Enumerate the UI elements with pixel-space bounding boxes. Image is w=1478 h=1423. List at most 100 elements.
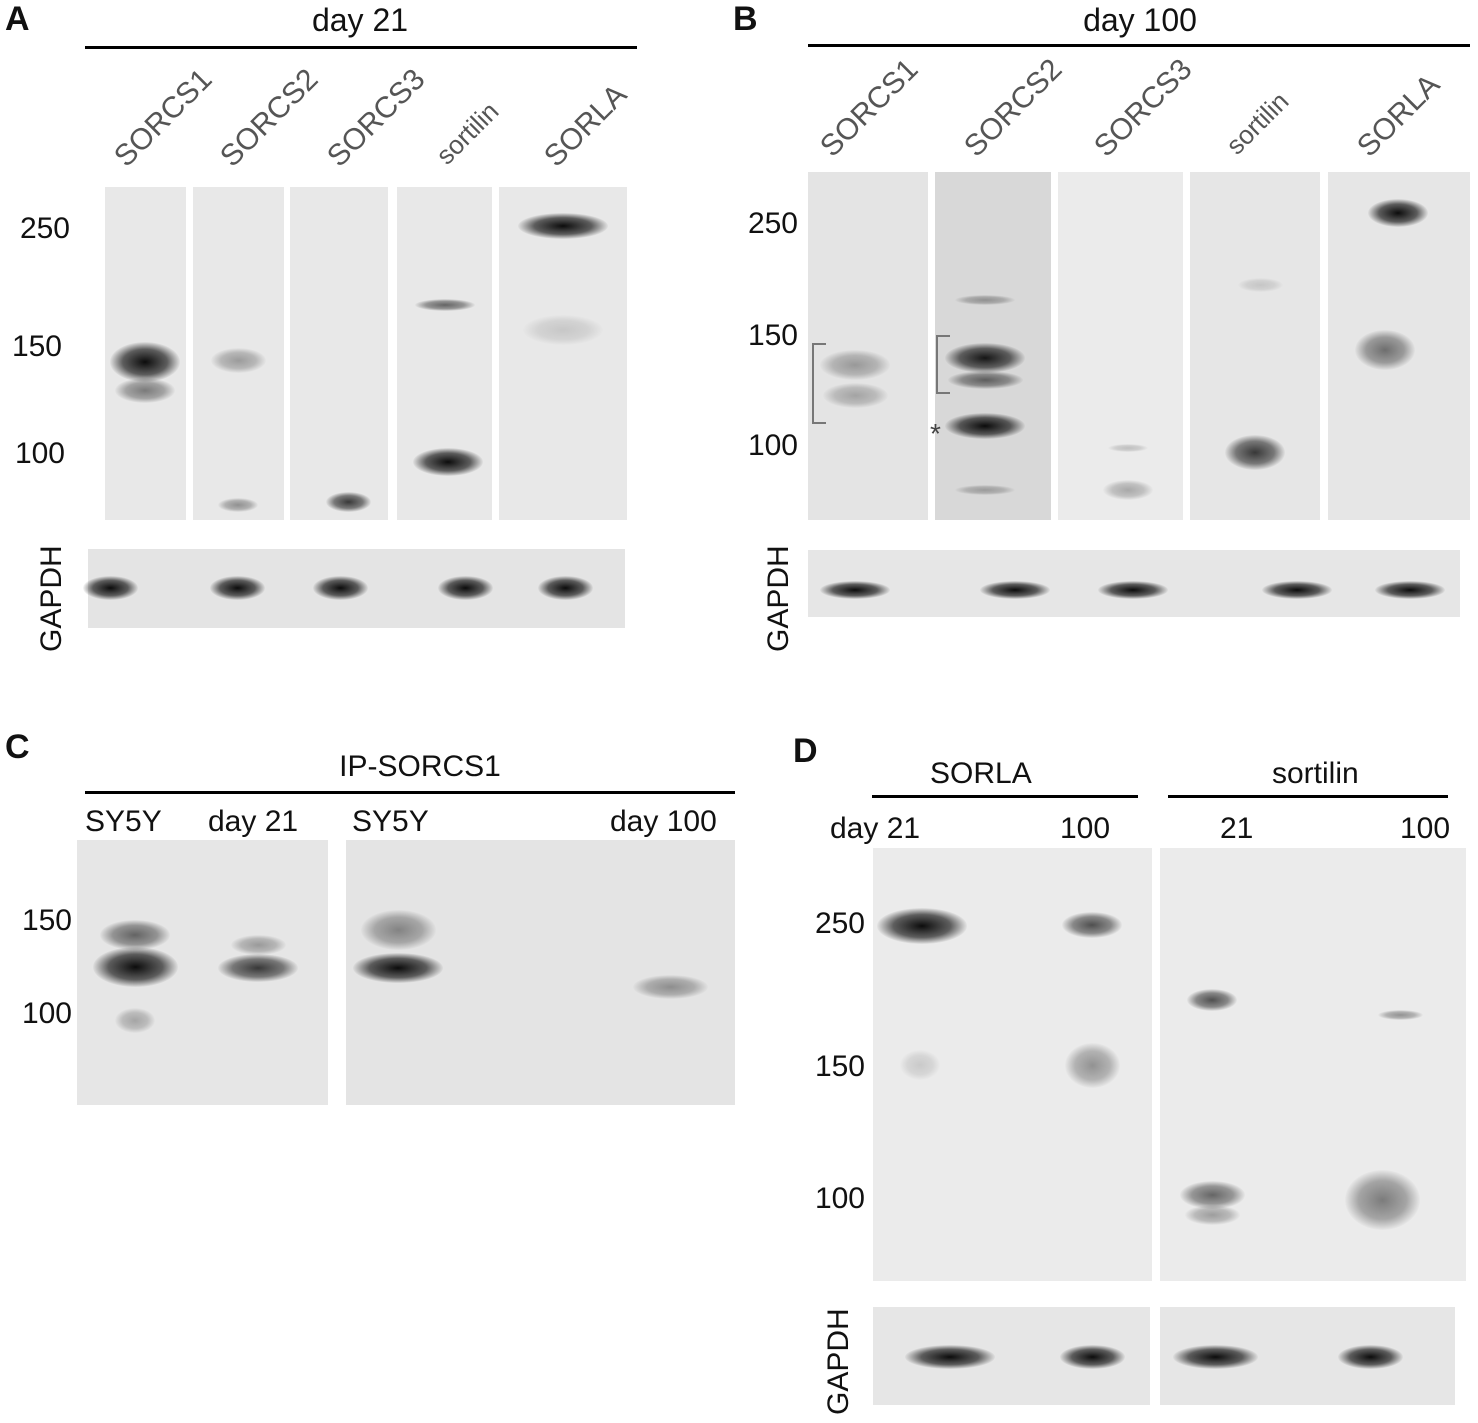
lane-label: 100	[1400, 812, 1451, 845]
mw-marker: 150	[11, 330, 62, 363]
protein-band	[413, 448, 483, 476]
protein-band	[955, 485, 1015, 495]
protein-band	[325, 492, 371, 512]
protein-band	[1098, 581, 1168, 599]
lane-label: SY5Y	[352, 805, 429, 838]
protein-band	[115, 1007, 155, 1033]
protein-band	[360, 910, 436, 950]
protein-band	[437, 576, 493, 600]
lane-label: day 100	[610, 805, 717, 838]
mw-marker: 150	[747, 319, 798, 352]
gapdh-label: GAPDH	[822, 1308, 855, 1415]
mw-marker: 250	[19, 212, 70, 245]
protein-band	[1368, 199, 1428, 227]
protein-band	[1059, 1345, 1125, 1369]
group-line	[1168, 795, 1448, 798]
protein-band	[92, 947, 178, 987]
protein-band	[820, 581, 890, 599]
protein-band	[955, 295, 1015, 305]
lane-label: sortilin	[1220, 85, 1295, 161]
panel-b-line	[808, 44, 1470, 47]
protein-band	[945, 413, 1025, 439]
blot-image	[1058, 172, 1183, 520]
mw-marker: 250	[814, 907, 865, 940]
panel-d-label: D	[793, 732, 818, 770]
panel-a-title: day 21	[311, 2, 409, 38]
protein-band	[1377, 1010, 1423, 1020]
protein-band	[353, 953, 443, 983]
blot-image	[290, 187, 388, 520]
lane-label: SORCS2	[213, 62, 325, 174]
asterisk-marker: *	[930, 418, 941, 449]
protein-band	[110, 342, 180, 382]
lane-label: SORLA	[1350, 68, 1447, 164]
protein-band	[1062, 912, 1122, 938]
panel-a-label: A	[5, 0, 30, 38]
mw-marker: 100	[747, 429, 798, 462]
protein-band	[1375, 581, 1445, 599]
lane-label: day 21	[830, 812, 921, 845]
protein-band	[1262, 581, 1332, 599]
protein-band	[820, 350, 890, 380]
protein-band	[632, 975, 708, 999]
mw-marker: 150	[814, 1050, 865, 1083]
lane-label: 100	[1060, 812, 1111, 845]
protein-band	[230, 935, 286, 955]
lane-label: SORLA	[537, 78, 634, 174]
mw-marker: 100	[14, 437, 65, 470]
protein-band	[415, 299, 475, 311]
protein-band	[100, 920, 170, 950]
lane-label: SORCS1	[107, 62, 219, 174]
group-label: SORLA	[930, 757, 1032, 790]
protein-band	[1355, 330, 1415, 370]
protein-band	[523, 315, 603, 345]
protein-band	[218, 954, 298, 982]
mw-marker: 250	[747, 207, 798, 240]
panel-b-title: day 100	[1083, 2, 1197, 38]
protein-band	[1184, 1205, 1240, 1225]
protein-band	[945, 343, 1025, 373]
protein-band	[218, 498, 258, 512]
protein-band	[1237, 278, 1283, 292]
protein-band	[1179, 1181, 1245, 1209]
mw-marker: 100	[814, 1182, 865, 1215]
protein-band	[877, 908, 967, 944]
protein-band	[210, 347, 266, 373]
protein-band	[1108, 444, 1148, 452]
blot-image	[499, 187, 627, 520]
protein-band	[905, 1345, 995, 1369]
panel-c-title: IP-SORCS1	[339, 750, 501, 783]
gapdh-label: GAPDH	[35, 545, 68, 652]
lane-label: 21	[1220, 812, 1254, 845]
protein-band	[1103, 480, 1153, 500]
protein-band	[900, 1050, 940, 1080]
protein-band	[1187, 989, 1237, 1011]
protein-band	[115, 377, 175, 403]
panel-c-line	[85, 791, 735, 794]
gapdh-label: GAPDH	[762, 545, 795, 652]
protein-band	[1064, 1042, 1120, 1088]
mw-marker: 150	[21, 904, 72, 937]
lane-label: sortilin	[430, 95, 505, 171]
protein-band	[980, 581, 1050, 599]
lane-label: SORCS2	[957, 52, 1069, 164]
protein-band	[82, 576, 138, 600]
lane-label: SORCS3	[1087, 52, 1199, 164]
protein-band	[518, 213, 608, 239]
protein-band	[312, 576, 368, 600]
protein-band	[1172, 1345, 1258, 1369]
protein-band	[1337, 1345, 1403, 1369]
blot-image	[193, 187, 284, 520]
blot-image	[808, 172, 928, 520]
protein-band	[1344, 1170, 1420, 1230]
mw-marker: 100	[21, 997, 72, 1030]
lane-label: SORCS3	[320, 62, 432, 174]
protein-band	[1225, 434, 1285, 470]
panel-a-line	[85, 46, 637, 49]
band-bracket	[812, 343, 826, 424]
group-line	[872, 795, 1138, 798]
lane-label: day 21	[208, 805, 299, 838]
lane-label: SY5Y	[85, 805, 162, 838]
panel-c-label: C	[5, 728, 30, 766]
